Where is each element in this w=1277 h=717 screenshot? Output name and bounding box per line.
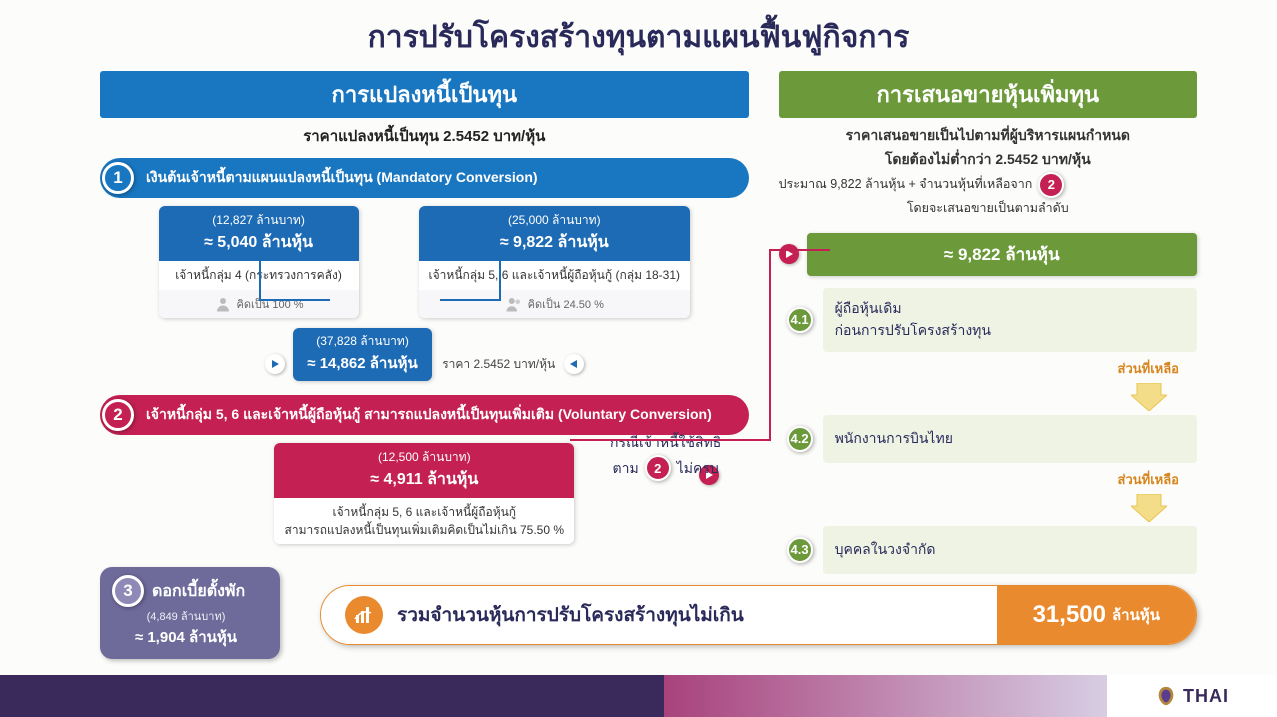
section3-title: ดอกเบี้ยตั้งพัก [152, 579, 245, 604]
merge-arrow-right-icon [564, 354, 584, 374]
mid-note-l1: กรณีเจ้าหนี้ใช้สิทธิ [610, 430, 721, 455]
merge-arrow-left-icon [265, 354, 285, 374]
box-a-shares: ≈ 5,040 ล้านหุ้น [169, 230, 349, 255]
total-label: รวมจำนวนหุ้นการปรับโครงสร้างทุนไม่เกิน [397, 600, 744, 630]
mid-note-l2b: ไม่ครบ [677, 456, 719, 481]
mandatory-box-b: (25,000 ล้านบาท) ≈ 9,822 ล้านหุ้น เจ้าหน… [419, 206, 690, 318]
debt-conversion-banner: การแปลงหนี้เป็นทุน [100, 71, 749, 118]
section1-header: 1 เงินต้นเจ้าหนี้ตามแผนแปลงหนี้เป็นทุน (… [100, 158, 749, 198]
section2-title: เจ้าหนี้กลุ่ม 5, 6 และเจ้าหนี้ผู้ถือหุ้น… [146, 404, 712, 426]
mid-note: กรณีเจ้าหนี้ใช้สิทธิ ตาม 2 ไม่ครบ [610, 430, 721, 481]
badge-2: 2 [102, 399, 134, 431]
merge-shares: ≈ 14,862 ล้านหุ้น [307, 351, 417, 375]
person-icon [214, 295, 232, 313]
vol-amount: (12,500 ล้านบาท) [284, 448, 564, 467]
step-4-3-row: 4.3 บุคคลในวงจำกัด [787, 526, 1197, 574]
section3-amount: (4,849 ล้านบาท) [112, 607, 260, 625]
badge-4-1: 4.1 [787, 307, 813, 333]
badge-4-2: 4.2 [787, 426, 813, 452]
step-4-1-box: ผู้ถือหุ้นเดิม ก่อนการปรับโครงสร้างทุน [823, 288, 1197, 352]
chart-icon [345, 596, 383, 634]
right-intro-badge-2: 2 [1038, 172, 1064, 198]
vol-desc2: สามารถแปลงหนี้เป็นทุนเพิ่มเติมคิดเป็นไม่… [284, 521, 564, 539]
mid-note-l2a: ตาม [613, 456, 639, 481]
thai-logo-icon [1155, 685, 1177, 707]
box-a-desc: เจ้าหนี้กลุ่ม 4 (กระทรวงการคลัง) [159, 261, 359, 290]
right-intro-l2: โดยต้องไม่ต่ำกว่า 2.5452 บาท/หุ้น [779, 148, 1197, 172]
footer-bar-purple [0, 675, 664, 717]
right-green-total: ≈ 9,822 ล้านหุ้น [807, 233, 1197, 276]
down-arrow-icon-2 [1131, 494, 1167, 522]
remaining-1: ส่วนที่เหลือ [779, 358, 1179, 379]
mid-note-badge-2: 2 [645, 455, 671, 481]
step-4-1-row: 4.1 ผู้ถือหุ้นเดิม ก่อนการปรับโครงสร้างท… [787, 288, 1197, 352]
box-b-desc: เจ้าหนี้กลุ่ม 5, 6 และเจ้าหนี้ผู้ถือหุ้น… [419, 261, 690, 290]
right-intro-l4: โดยจะเสนอขายเป็นตามลำดับ [779, 198, 1197, 219]
vol-shares: ≈ 4,911 ล้านหุ้น [284, 467, 564, 492]
thai-logo-text: THAI [1183, 686, 1229, 707]
box-b-pct: คิดเป็น 24.50 % [528, 295, 604, 313]
voluntary-box: (12,500 ล้านบาท) ≈ 4,911 ล้านหุ้น เจ้าหน… [274, 443, 574, 544]
badge-4-3: 4.3 [787, 537, 813, 563]
box-a-pct: คิดเป็น 100 % [237, 295, 304, 313]
down-arrow-icon-1 [1131, 383, 1167, 411]
right-intro-l3a: ประมาณ 9,822 ล้านหุ้น + จำนวนหุ้นที่เหลื… [779, 174, 1033, 195]
total-bar: รวมจำนวนหุ้นการปรับโครงสร้างทุนไม่เกิน 3… [320, 585, 1197, 645]
share-offering-banner: การเสนอขายหุ้นเพิ่มทุน [779, 71, 1197, 118]
merge-total-box: (37,828 ล้านบาท) ≈ 14,862 ล้านหุ้น [293, 328, 431, 381]
section2-header: 2 เจ้าหนี้กลุ่ม 5, 6 และเจ้าหนี้ผู้ถือหุ… [100, 395, 749, 435]
vol-desc1: เจ้าหนี้กลุ่ม 5, 6 และเจ้าหนี้ผู้ถือหุ้น… [284, 503, 564, 521]
total-unit: ล้านหุ้น [1112, 603, 1160, 627]
section3-interest-box: 3 ดอกเบี้ยตั้งพัก (4,849 ล้านบาท) ≈ 1,90… [100, 567, 280, 659]
main-title: การปรับโครงสร้างทุนตามแผนฟื้นฟูกิจการ [0, 0, 1277, 71]
thai-logo: THAI [1107, 675, 1277, 717]
step-4-2-box: พนักงานการบินไทย [823, 415, 1197, 463]
badge-3: 3 [112, 575, 144, 607]
footer-bar-gradient [664, 675, 1107, 717]
badge-1: 1 [102, 162, 134, 194]
right-column: การเสนอขายหุ้นเพิ่มทุน ราคาเสนอขายเป็นไป… [779, 71, 1197, 659]
box-b-shares: ≈ 9,822 ล้านหุ้น [429, 230, 680, 255]
right-intro-l1: ราคาเสนอขายเป็นไปตามที่ผู้บริหารแผนกำหนด [779, 124, 1197, 148]
green-box-arrow-icon [779, 244, 799, 264]
mandatory-box-a: (12,827 ล้านบาท) ≈ 5,040 ล้านหุ้น เจ้าหน… [159, 206, 359, 318]
people-icon [505, 295, 523, 313]
left-column: การแปลงหนี้เป็นทุน ราคาแปลงหนี้เป็นทุน 2… [100, 71, 749, 659]
step-4-2-row: 4.2 พนักงานการบินไทย [787, 415, 1197, 463]
merge-rate: ราคา 2.5452 บาท/หุ้น [442, 357, 555, 371]
remaining-2: ส่วนที่เหลือ [779, 469, 1179, 490]
section3-shares: ≈ 1,904 ล้านหุ้น [112, 625, 260, 649]
box-b-amount: (25,000 ล้านบาท) [429, 211, 680, 230]
box-a-amount: (12,827 ล้านบาท) [169, 211, 349, 230]
step-4-3-box: บุคคลในวงจำกัด [823, 526, 1197, 574]
total-value: 31,500 [1033, 601, 1106, 629]
section1-title: เงินต้นเจ้าหนี้ตามแผนแปลงหนี้เป็นทุน (Ma… [146, 167, 538, 189]
merge-amount: (37,828 ล้านบาท) [307, 332, 417, 351]
footer: THAI [0, 675, 1277, 717]
conversion-rate-subtitle: ราคาแปลงหนี้เป็นทุน 2.5452 บาท/หุ้น [100, 124, 749, 148]
